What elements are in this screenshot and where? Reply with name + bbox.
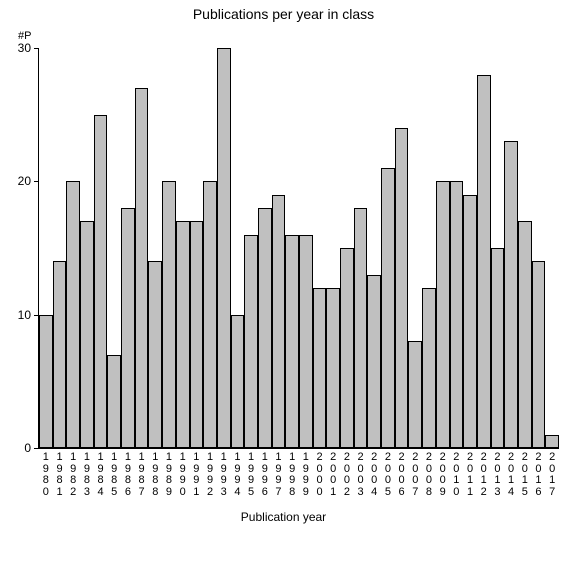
bar [463,195,477,448]
bar [53,261,67,448]
bar [422,288,436,448]
xtick-label: 1996 [258,452,272,498]
bar [395,128,409,448]
bar [326,288,340,448]
bar [545,435,559,448]
bars-container [39,48,559,448]
xtick-label: 1995 [244,452,258,498]
xtick-label: 2000 [313,452,327,498]
bar [367,275,381,448]
xtick-label: 1991 [190,452,204,498]
bar [299,235,313,448]
xtick-label: 2001 [326,452,340,498]
bar [408,341,422,448]
bar [258,208,272,448]
xtick-label: 1988 [148,452,162,498]
xtick-label: 2009 [436,452,450,498]
xtick-label: 1980 [39,452,53,498]
xtick-label: 1992 [203,452,217,498]
xtick-label: 1984 [94,452,108,498]
bar [532,261,546,448]
xtick-label: 2010 [450,452,464,498]
xtick-label: 1982 [66,452,80,498]
xtick-label: 1997 [272,452,286,498]
xtick-label: 1983 [80,452,94,498]
xtick-label: 2017 [545,452,559,498]
bar [148,261,162,448]
chart-title: Publications per year in class [0,6,567,22]
bar [272,195,286,448]
xtick-label: 2014 [504,452,518,498]
bar [436,181,450,448]
xtick-label: 2006 [395,452,409,498]
xtick-label: 2015 [518,452,532,498]
bar [80,221,94,448]
xtick-label: 1994 [231,452,245,498]
bar [203,181,217,448]
xtick-label: 2011 [463,452,477,498]
bar [190,221,204,448]
ytick-mark [34,48,39,49]
xtick-label: 1993 [217,452,231,498]
xtick-label: 1989 [162,452,176,498]
bar [477,75,491,448]
bar [518,221,532,448]
bar [504,141,518,448]
xtick-label: 2003 [354,452,368,498]
xtick-label: 1998 [285,452,299,498]
bar [135,88,149,448]
xtick-label: 2012 [477,452,491,498]
bar [231,315,245,448]
xtick-label: 2007 [408,452,422,498]
ytick-label: 10 [18,308,31,322]
xtick-label: 2013 [491,452,505,498]
ytick-mark [34,181,39,182]
bar [176,221,190,448]
x-axis-title: Publication year [0,510,567,524]
ytick-mark [34,448,39,449]
bar [285,235,299,448]
bar [313,288,327,448]
xtick-label: 2016 [532,452,546,498]
bar [39,315,53,448]
bar [121,208,135,448]
bar [450,181,464,448]
xtick-label: 1986 [121,452,135,498]
bar [491,248,505,448]
bar [66,181,80,448]
bar [354,208,368,448]
xtick-label: 2002 [340,452,354,498]
xtick-label: 1999 [299,452,313,498]
xtick-label: 1985 [107,452,121,498]
xtick-label: 1981 [53,452,67,498]
bar [381,168,395,448]
xtick-label: 2008 [422,452,436,498]
bar [244,235,258,448]
xtick-label: 1990 [176,452,190,498]
plot-area: 0102030198019811982198319841985198619871… [38,48,559,449]
ytick-label: 30 [18,41,31,55]
publications-chart: Publications per year in class #P 010203… [0,0,567,567]
bar [162,181,176,448]
xtick-label: 1987 [135,452,149,498]
xtick-label: 2004 [367,452,381,498]
bar [340,248,354,448]
ytick-label: 20 [18,174,31,188]
xtick-label: 2005 [381,452,395,498]
ytick-mark [34,315,39,316]
ytick-label: 0 [24,441,31,455]
bar [94,115,108,448]
bar [107,355,121,448]
bar [217,48,231,448]
